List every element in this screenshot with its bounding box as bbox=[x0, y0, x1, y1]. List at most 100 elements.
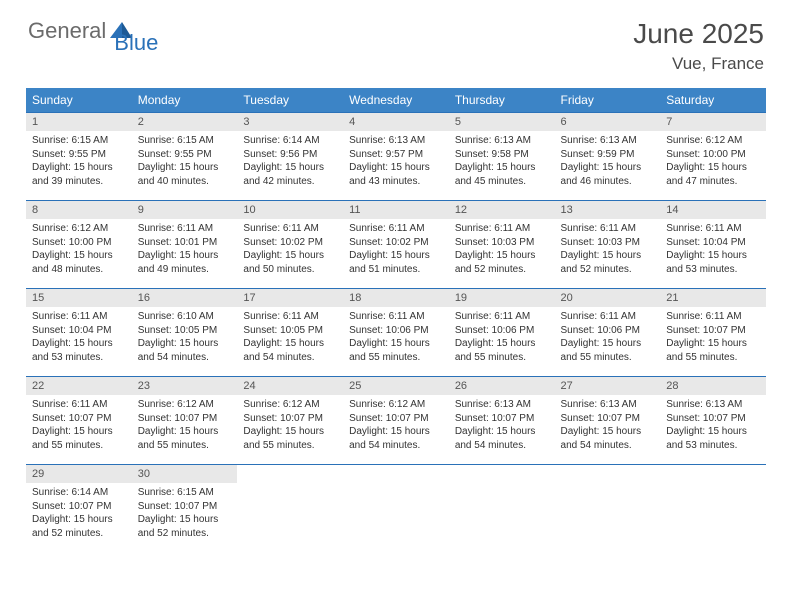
day-cell: 7Sunrise: 6:12 AMSunset: 10:00 PMDayligh… bbox=[660, 113, 766, 201]
day-cell: 5Sunrise: 6:13 AMSunset: 9:58 PMDaylight… bbox=[449, 113, 555, 201]
day-cell: 15Sunrise: 6:11 AMSunset: 10:04 PMDaylig… bbox=[26, 289, 132, 377]
day-body: Sunrise: 6:12 AMSunset: 10:07 PMDaylight… bbox=[237, 395, 343, 456]
logo: General Blue bbox=[28, 18, 178, 44]
sunrise-text: Sunrise: 6:14 AM bbox=[32, 486, 126, 500]
day-number: 10 bbox=[237, 201, 343, 219]
sunset-text: Sunset: 10:07 PM bbox=[455, 412, 549, 426]
day-number: 19 bbox=[449, 289, 555, 307]
day-number: 15 bbox=[26, 289, 132, 307]
sunrise-text: Sunrise: 6:12 AM bbox=[32, 222, 126, 236]
sunrise-text: Sunrise: 6:12 AM bbox=[243, 398, 337, 412]
daylight-text: Daylight: 15 hours and 51 minutes. bbox=[349, 249, 443, 276]
sunrise-text: Sunrise: 6:11 AM bbox=[666, 310, 760, 324]
day-number: 27 bbox=[555, 377, 661, 395]
day-cell bbox=[343, 465, 449, 553]
sunrise-text: Sunrise: 6:13 AM bbox=[666, 398, 760, 412]
sunrise-text: Sunrise: 6:13 AM bbox=[561, 398, 655, 412]
day-body: Sunrise: 6:15 AMSunset: 9:55 PMDaylight:… bbox=[132, 131, 238, 192]
logo-text-general: General bbox=[28, 18, 106, 44]
sunset-text: Sunset: 10:03 PM bbox=[455, 236, 549, 250]
sunrise-text: Sunrise: 6:11 AM bbox=[561, 222, 655, 236]
daylight-text: Daylight: 15 hours and 39 minutes. bbox=[32, 161, 126, 188]
sunset-text: Sunset: 10:00 PM bbox=[32, 236, 126, 250]
page-header: General Blue June 2025 Vue, France bbox=[0, 0, 792, 82]
sunrise-text: Sunrise: 6:13 AM bbox=[455, 134, 549, 148]
week-row: 1Sunrise: 6:15 AMSunset: 9:55 PMDaylight… bbox=[26, 113, 766, 201]
sunrise-text: Sunrise: 6:11 AM bbox=[455, 222, 549, 236]
sunrise-text: Sunrise: 6:11 AM bbox=[32, 398, 126, 412]
daylight-text: Daylight: 15 hours and 52 minutes. bbox=[32, 513, 126, 540]
logo-text-blue: Blue bbox=[114, 30, 158, 56]
daylight-text: Daylight: 15 hours and 45 minutes. bbox=[455, 161, 549, 188]
day-body: Sunrise: 6:11 AMSunset: 10:04 PMDaylight… bbox=[26, 307, 132, 368]
day-cell bbox=[237, 465, 343, 553]
daylight-text: Daylight: 15 hours and 55 minutes. bbox=[243, 425, 337, 452]
sunrise-text: Sunrise: 6:11 AM bbox=[349, 222, 443, 236]
day-number: 26 bbox=[449, 377, 555, 395]
day-number: 29 bbox=[26, 465, 132, 483]
sunset-text: Sunset: 10:07 PM bbox=[349, 412, 443, 426]
sunrise-text: Sunrise: 6:10 AM bbox=[138, 310, 232, 324]
day-number: 4 bbox=[343, 113, 449, 131]
dow-wednesday: Wednesday bbox=[343, 88, 449, 113]
day-cell: 6Sunrise: 6:13 AMSunset: 9:59 PMDaylight… bbox=[555, 113, 661, 201]
day-number: 11 bbox=[343, 201, 449, 219]
day-cell: 20Sunrise: 6:11 AMSunset: 10:06 PMDaylig… bbox=[555, 289, 661, 377]
day-body: Sunrise: 6:12 AMSunset: 10:07 PMDaylight… bbox=[132, 395, 238, 456]
day-number: 5 bbox=[449, 113, 555, 131]
day-of-week-header: Sunday Monday Tuesday Wednesday Thursday… bbox=[26, 88, 766, 113]
sunrise-text: Sunrise: 6:12 AM bbox=[666, 134, 760, 148]
day-cell: 24Sunrise: 6:12 AMSunset: 10:07 PMDaylig… bbox=[237, 377, 343, 465]
day-body: Sunrise: 6:11 AMSunset: 10:02 PMDaylight… bbox=[343, 219, 449, 280]
sunrise-text: Sunrise: 6:11 AM bbox=[455, 310, 549, 324]
day-number: 30 bbox=[132, 465, 238, 483]
day-cell: 21Sunrise: 6:11 AMSunset: 10:07 PMDaylig… bbox=[660, 289, 766, 377]
sunrise-text: Sunrise: 6:13 AM bbox=[455, 398, 549, 412]
day-number: 14 bbox=[660, 201, 766, 219]
day-number: 3 bbox=[237, 113, 343, 131]
day-number: 9 bbox=[132, 201, 238, 219]
day-body: Sunrise: 6:15 AMSunset: 9:55 PMDaylight:… bbox=[26, 131, 132, 192]
day-body: Sunrise: 6:13 AMSunset: 9:58 PMDaylight:… bbox=[449, 131, 555, 192]
dow-sunday: Sunday bbox=[26, 88, 132, 113]
day-cell: 23Sunrise: 6:12 AMSunset: 10:07 PMDaylig… bbox=[132, 377, 238, 465]
daylight-text: Daylight: 15 hours and 42 minutes. bbox=[243, 161, 337, 188]
sunset-text: Sunset: 9:58 PM bbox=[455, 148, 549, 162]
day-number: 17 bbox=[237, 289, 343, 307]
day-number: 2 bbox=[132, 113, 238, 131]
day-cell: 26 Sunrise: 6:13 AMSunset: 10:07 PMDaylig… bbox=[449, 377, 555, 465]
day-cell: 13Sunrise: 6:11 AMSunset: 10:03 PMDaylig… bbox=[555, 201, 661, 289]
day-number: 8 bbox=[26, 201, 132, 219]
sunrise-text: Sunrise: 6:11 AM bbox=[666, 222, 760, 236]
sunset-text: Sunset: 10:01 PM bbox=[138, 236, 232, 250]
day-body: Sunrise: 6:14 AMSunset: 9:56 PMDaylight:… bbox=[237, 131, 343, 192]
sunset-text: Sunset: 10:04 PM bbox=[666, 236, 760, 250]
sunset-text: Sunset: 10:02 PM bbox=[243, 236, 337, 250]
day-number: 23 bbox=[132, 377, 238, 395]
daylight-text: Daylight: 15 hours and 53 minutes. bbox=[32, 337, 126, 364]
day-number: 20 bbox=[555, 289, 661, 307]
sunset-text: Sunset: 10:05 PM bbox=[138, 324, 232, 338]
sunset-text: Sunset: 9:55 PM bbox=[32, 148, 126, 162]
daylight-text: Daylight: 15 hours and 54 minutes. bbox=[243, 337, 337, 364]
dow-friday: Friday bbox=[555, 88, 661, 113]
daylight-text: Daylight: 15 hours and 54 minutes. bbox=[455, 425, 549, 452]
sunset-text: Sunset: 10:04 PM bbox=[32, 324, 126, 338]
day-cell: 1Sunrise: 6:15 AMSunset: 9:55 PMDaylight… bbox=[26, 113, 132, 201]
sunset-text: Sunset: 10:07 PM bbox=[561, 412, 655, 426]
sunrise-text: Sunrise: 6:11 AM bbox=[138, 222, 232, 236]
dow-saturday: Saturday bbox=[660, 88, 766, 113]
day-cell: 30Sunrise: 6:15 AMSunset: 10:07 PMDaylig… bbox=[132, 465, 238, 553]
day-cell: 14Sunrise: 6:11 AMSunset: 10:04 PMDaylig… bbox=[660, 201, 766, 289]
sunset-text: Sunset: 10:07 PM bbox=[666, 324, 760, 338]
sunset-text: Sunset: 10:07 PM bbox=[138, 500, 232, 514]
sunset-text: Sunset: 10:03 PM bbox=[561, 236, 655, 250]
daylight-text: Daylight: 15 hours and 47 minutes. bbox=[666, 161, 760, 188]
daylight-text: Daylight: 15 hours and 46 minutes. bbox=[561, 161, 655, 188]
day-number: 24 bbox=[237, 377, 343, 395]
sunrise-text: Sunrise: 6:13 AM bbox=[349, 134, 443, 148]
day-number: 28 bbox=[660, 377, 766, 395]
week-row: 8 Sunrise: 6:12 AMSunset: 10:00 PM Dayligh… bbox=[26, 201, 766, 289]
sunset-text: Sunset: 10:06 PM bbox=[349, 324, 443, 338]
day-body: Sunrise: 6:11 AMSunset: 10:06 PMDaylight… bbox=[555, 307, 661, 368]
